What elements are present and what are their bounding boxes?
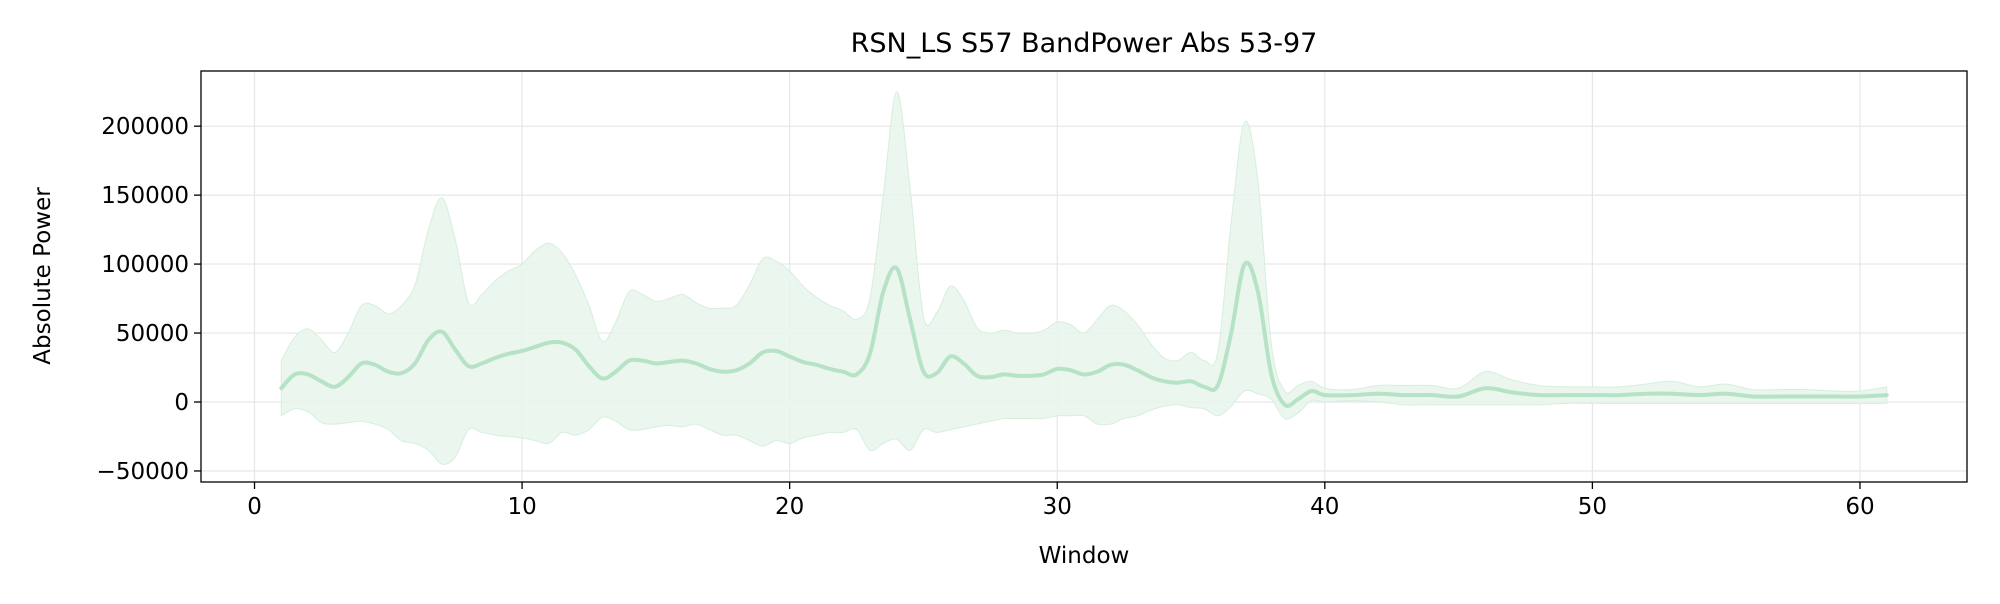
x-tick-label: 0: [247, 494, 262, 520]
x-axis-title: Window: [1039, 543, 1130, 569]
x-tick-label: 20: [775, 494, 804, 520]
chart-title: RSN_LS S57 BandPower Abs 53-97: [851, 28, 1318, 59]
x-tick-label: 40: [1310, 494, 1339, 520]
plot-frame: [200, 70, 1968, 483]
x-tick-label: 30: [1043, 494, 1072, 520]
y-tick-label: 50000: [116, 321, 189, 347]
y-tick-label: 150000: [101, 183, 189, 209]
y-tick-label: −50000: [97, 459, 189, 485]
y-axis: −50000 0 50000 100000 150000 200000: [97, 114, 201, 485]
x-tick-label: 60: [1845, 494, 1874, 520]
x-tick-label: 10: [507, 494, 536, 520]
y-tick-label: 200000: [101, 114, 189, 140]
y-tick-label: 0: [174, 390, 189, 416]
band-layer: [280, 91, 1888, 465]
x-axis: 0 10 20 30 40 50 60: [247, 482, 1875, 520]
y-tick-label: 100000: [101, 252, 189, 278]
confidence-band: [280, 91, 1888, 465]
mean-line: [279, 260, 1889, 408]
x-tick-label: 50: [1578, 494, 1607, 520]
y-axis-title: Absolute Power: [30, 187, 56, 365]
line-layer: [279, 260, 1889, 408]
